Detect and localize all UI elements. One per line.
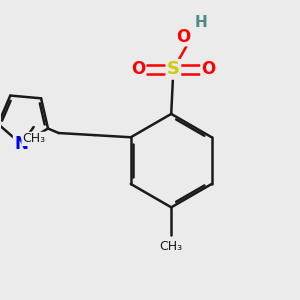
Text: N: N — [14, 135, 28, 153]
Text: O: O — [131, 60, 146, 78]
Text: O: O — [201, 60, 215, 78]
Text: CH₃: CH₃ — [22, 132, 45, 146]
Text: S: S — [167, 60, 180, 78]
Text: O: O — [176, 28, 191, 46]
Text: H: H — [194, 15, 207, 30]
Text: CH₃: CH₃ — [160, 240, 183, 253]
